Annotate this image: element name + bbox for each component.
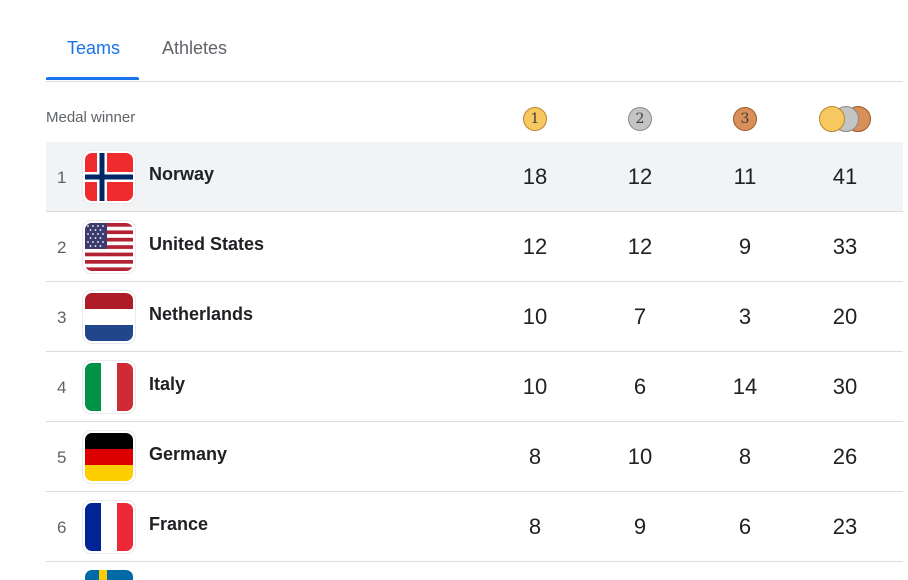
total-count: 20: [832, 304, 858, 329]
silver-count: 9: [633, 514, 647, 539]
total-count: 33: [832, 234, 858, 259]
country-name: United States: [149, 234, 265, 254]
country-name: Germany: [149, 444, 228, 464]
rank: 2: [57, 238, 67, 257]
country-name: Netherlands: [149, 304, 254, 324]
gold-count: 18: [522, 164, 548, 189]
country-name: France: [149, 514, 209, 534]
rank: 6: [57, 518, 67, 537]
tab-athletes[interactable]: Athletes: [162, 38, 228, 58]
table-row[interactable]: 1 Norway 18 12 11 41: [46, 142, 903, 212]
bronze-count: 9: [738, 234, 752, 259]
rank: 1: [57, 168, 67, 187]
total-count: 41: [832, 164, 858, 189]
silver-medal-icon[interactable]: 2: [628, 107, 652, 131]
usa-flag-icon: [83, 221, 135, 273]
netherlands-flag-icon: [83, 291, 135, 343]
rank: 3: [57, 308, 67, 327]
total-gold-icon: [819, 106, 845, 132]
total-medals-icon[interactable]: [819, 106, 873, 132]
table-row[interactable]: 3 Netherlands 10 7 3 20: [46, 282, 903, 352]
total-count: 23: [832, 514, 858, 539]
silver-count: 12: [627, 164, 653, 189]
country-name: Italy: [149, 374, 186, 394]
medal-table: 1 Norway 18 12 11 41 2: [46, 142, 903, 562]
gold-count: 12: [522, 234, 548, 259]
table-header: Medal winner 1 2 3: [46, 82, 903, 142]
silver-count: 6: [633, 374, 647, 399]
germany-flag-icon: [83, 431, 135, 483]
gold-count: 8: [528, 514, 542, 539]
silver-count: 10: [627, 444, 653, 469]
gold-medal-icon[interactable]: 1: [523, 107, 547, 131]
medal-winner-header: Medal winner: [46, 109, 136, 126]
table-row[interactable]: 2 Unite: [46, 212, 903, 282]
bronze-count: 6: [738, 514, 752, 539]
tab-bar: Teams Athletes: [46, 0, 903, 82]
silver-count: 7: [633, 304, 647, 329]
table-row[interactable]: 6 France 8 9 6 23: [46, 492, 903, 562]
sweden-flag-icon: [85, 570, 133, 580]
rank: 4: [57, 378, 67, 397]
tab-teams[interactable]: Teams: [67, 38, 121, 58]
norway-flag-icon: [83, 151, 135, 203]
flag-cross: [99, 570, 107, 580]
table-row[interactable]: 4 Italy 10 6 14 30: [46, 352, 903, 422]
bronze-count: 8: [738, 444, 752, 469]
selected-tab-indicator: [46, 77, 139, 80]
gold-count: 8: [528, 444, 542, 469]
country-name: Norway: [149, 164, 215, 184]
bronze-count: 14: [732, 374, 758, 399]
bronze-count: 3: [738, 304, 752, 329]
bronze-count: 11: [733, 164, 757, 189]
gold-count: 10: [522, 304, 548, 329]
italy-flag-icon: [83, 361, 135, 413]
gold-count: 10: [522, 374, 548, 399]
table-row[interactable]: 5 Germany 8 10 8 26: [46, 422, 903, 492]
bronze-medal-icon[interactable]: 3: [733, 107, 757, 131]
rank: 5: [57, 448, 67, 467]
total-count: 30: [832, 374, 858, 399]
silver-count: 12: [627, 234, 653, 259]
france-flag-icon: [83, 501, 135, 553]
total-count: 26: [832, 444, 858, 469]
